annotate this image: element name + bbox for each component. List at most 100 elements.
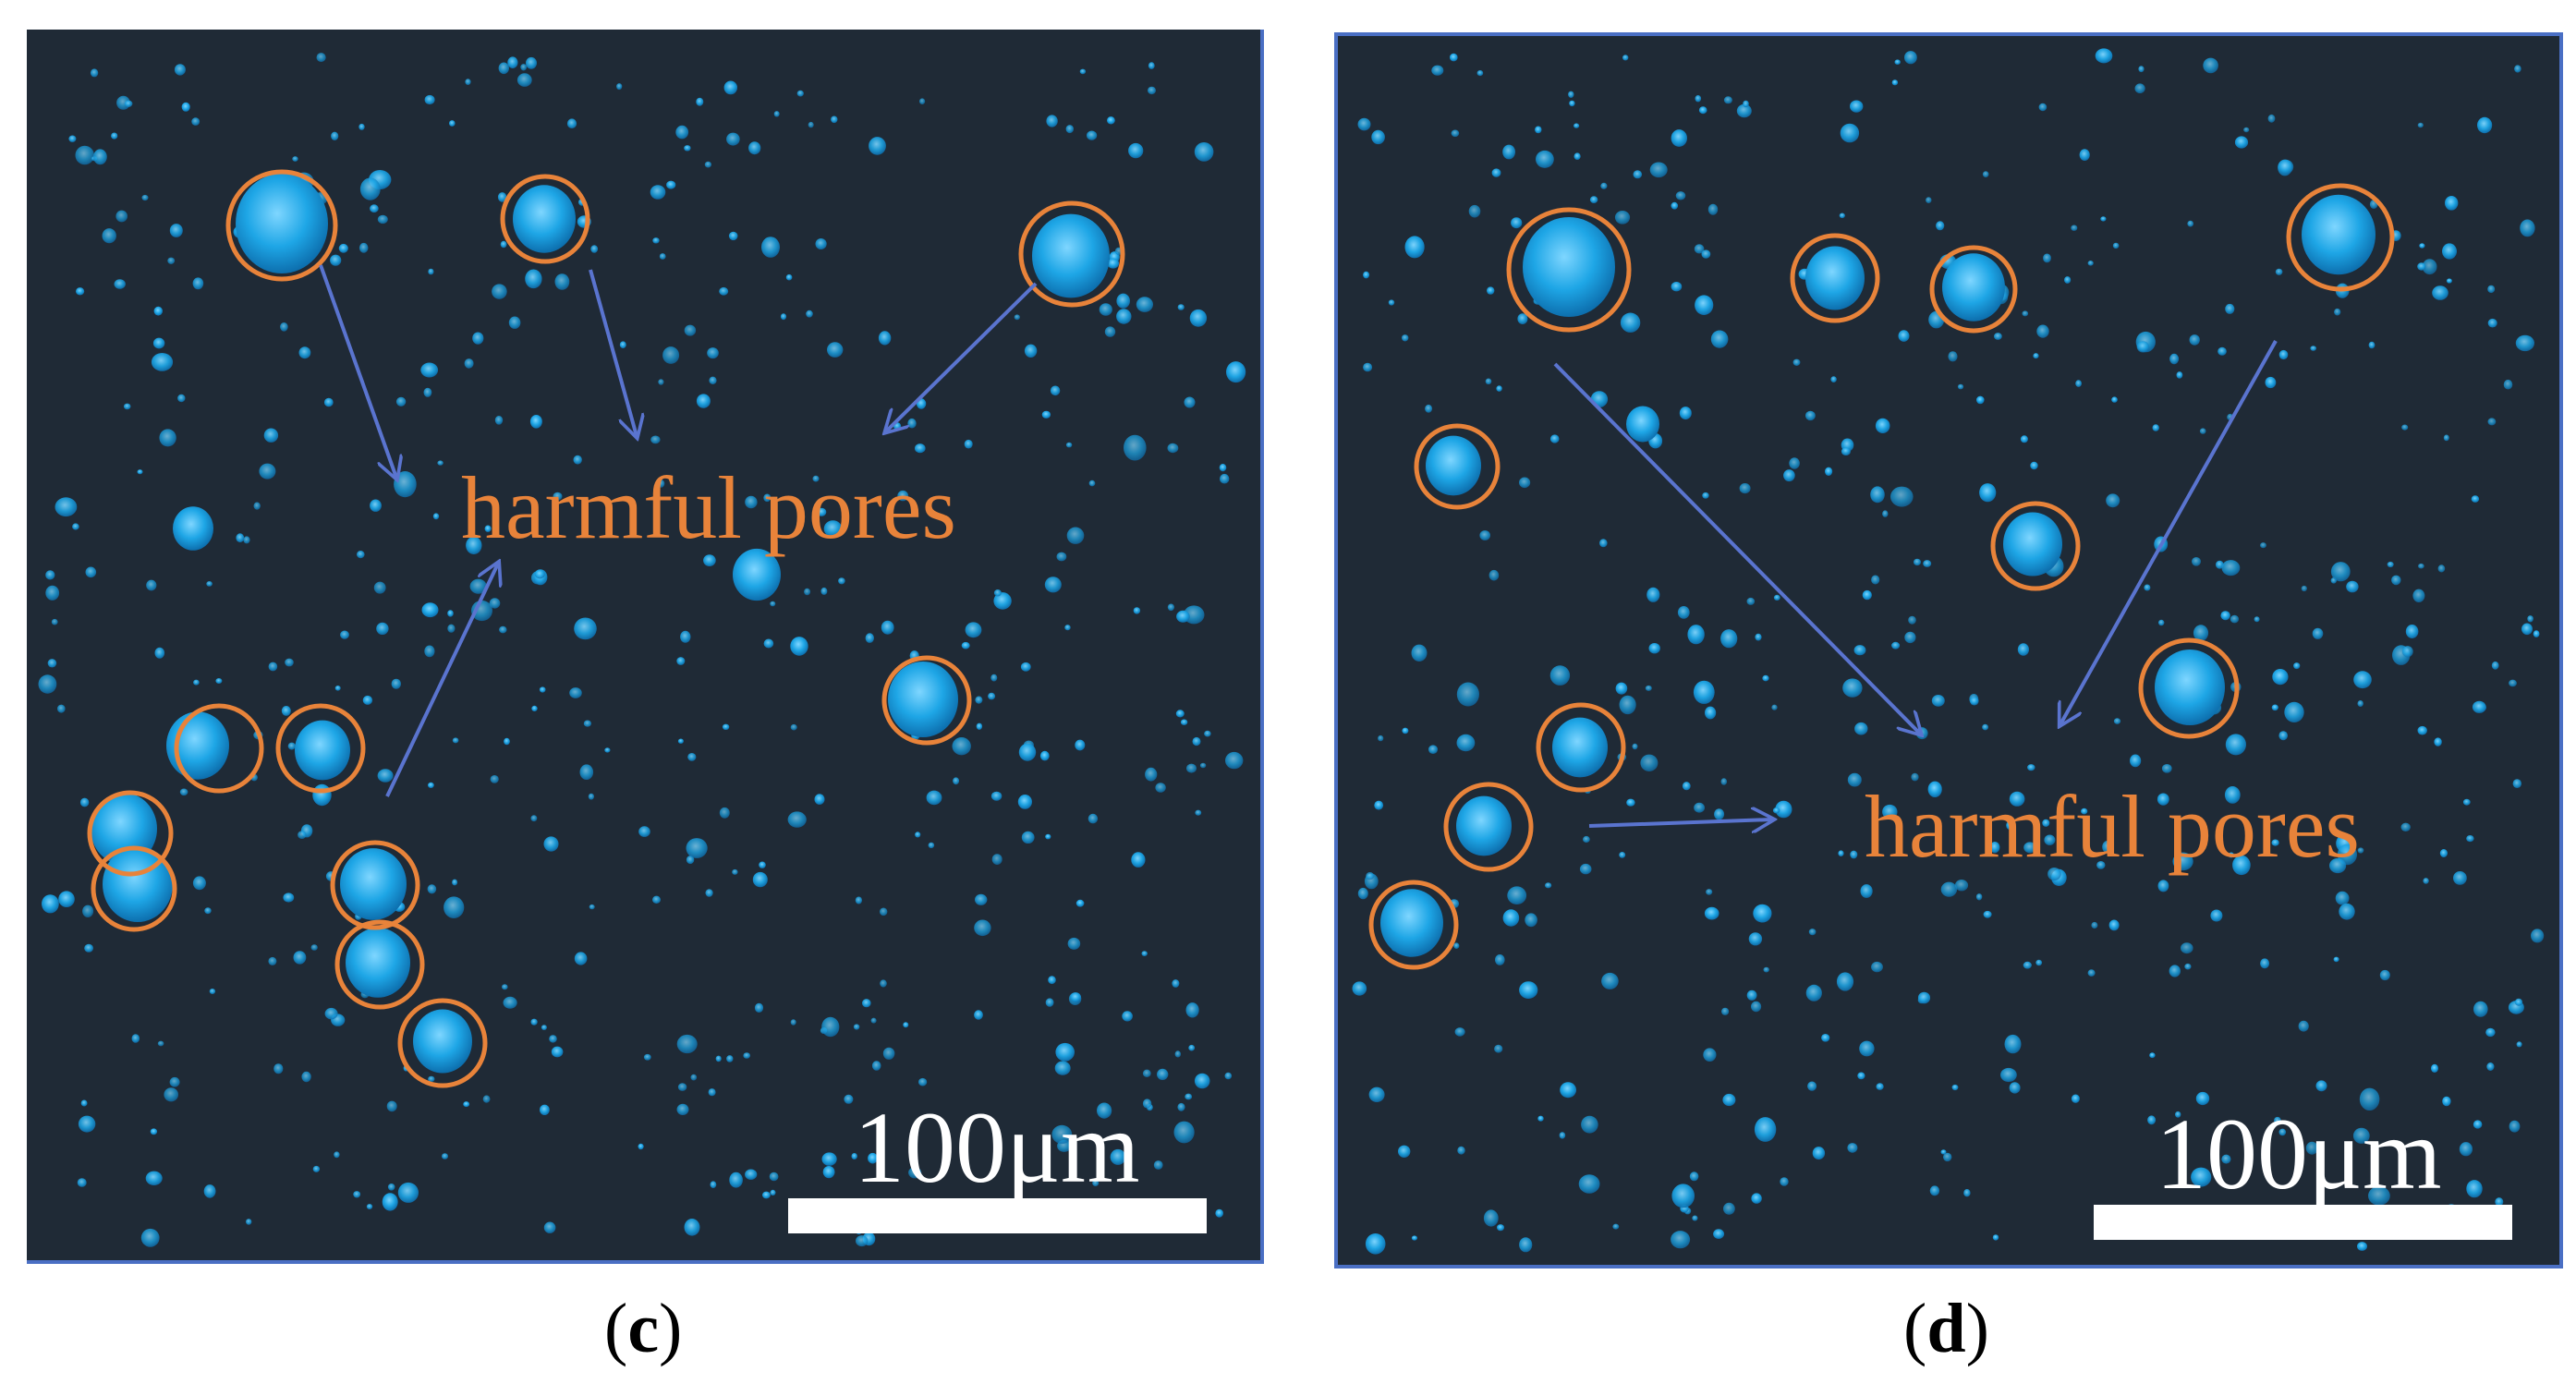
- pore-small: [719, 286, 729, 296]
- pore-small: [464, 358, 474, 369]
- pore-small: [589, 904, 595, 910]
- pore-small: [525, 269, 542, 289]
- pore-small: [715, 1055, 722, 1062]
- pore-small: [2521, 623, 2533, 636]
- pore-small: [2335, 891, 2350, 905]
- pore-small: [975, 893, 988, 905]
- pore-small: [1929, 1185, 1940, 1196]
- pore-small: [1649, 162, 1668, 178]
- pore-small: [1850, 850, 1858, 859]
- pore-small: [1671, 1231, 1691, 1249]
- pore-small: [1046, 115, 1058, 127]
- pore-small: [1088, 813, 1099, 824]
- pore-small: [137, 469, 143, 475]
- pore-small: [722, 723, 730, 730]
- pore-small: [298, 346, 311, 359]
- pore-small: [831, 115, 838, 124]
- pore-small: [1224, 1072, 1233, 1080]
- pore-small: [541, 1025, 547, 1030]
- pore-small: [1847, 772, 1862, 787]
- pore-small: [1857, 1072, 1865, 1080]
- pore-small: [1792, 358, 1801, 366]
- pore-small: [1366, 872, 1375, 880]
- pore-small: [2134, 83, 2145, 93]
- pore-small: [686, 856, 695, 865]
- annotation-arrow: [589, 269, 637, 436]
- pore-small: [696, 97, 704, 106]
- pore-small: [268, 662, 278, 672]
- harmful-pore-circle: [275, 703, 366, 794]
- pore-small: [193, 679, 200, 686]
- pore-small: [1714, 808, 1725, 820]
- pore-small: [991, 854, 1002, 865]
- pore-small: [676, 1034, 698, 1054]
- pore-small: [395, 396, 407, 407]
- pore-small: [2472, 700, 2486, 713]
- pore-small: [2301, 585, 2307, 592]
- pore-small: [1363, 362, 1373, 372]
- pore-small: [2312, 627, 2324, 639]
- pore-small: [723, 80, 737, 95]
- pore-small: [666, 180, 676, 189]
- pore-small: [428, 268, 434, 275]
- pore-small: [2379, 969, 2390, 981]
- pore-small: [1805, 410, 1816, 421]
- pore-small: [844, 1094, 854, 1104]
- pore-small: [449, 120, 456, 127]
- pore-small: [2512, 779, 2521, 788]
- pore-small: [2079, 149, 2090, 161]
- pore-small: [677, 738, 684, 744]
- pore-small: [676, 657, 686, 665]
- pore-small: [719, 807, 730, 819]
- pore-small: [2195, 1091, 2210, 1106]
- pore-small: [1483, 1209, 1499, 1227]
- pore-small: [588, 793, 595, 800]
- pore-small: [2400, 822, 2411, 832]
- pore-small: [1185, 1002, 1199, 1018]
- pore-small: [331, 131, 339, 140]
- pore-small: [1092, 1180, 1100, 1186]
- pore-small: [287, 742, 296, 750]
- pore-small: [2419, 243, 2425, 249]
- pore-small: [1695, 295, 1714, 316]
- harmful-pore-circle: [1790, 233, 1880, 323]
- pore-small: [1116, 293, 1130, 309]
- pore-small: [1104, 326, 1116, 337]
- pore-large: [2155, 649, 2225, 726]
- pore-small: [1468, 204, 1481, 218]
- pore-small: [1694, 802, 1705, 813]
- pore-small: [961, 641, 970, 649]
- pore-small: [114, 279, 126, 289]
- pore-small: [370, 204, 379, 213]
- harmful-pore-circle: [397, 998, 488, 1088]
- pore-large: [1426, 435, 1481, 496]
- pore-small: [2339, 903, 2355, 920]
- pore-large: [173, 506, 213, 551]
- pore-small: [1067, 937, 1081, 950]
- pore-small: [604, 747, 611, 753]
- pore-small: [990, 791, 1002, 801]
- pore-small: [1914, 558, 1921, 566]
- pore-small: [1507, 886, 1527, 904]
- pore-small: [1807, 1081, 1817, 1091]
- pore-small: [2503, 379, 2513, 390]
- pore-small: [1713, 1229, 1725, 1239]
- harmful-pore-circle: [2286, 183, 2395, 292]
- pore-small: [1388, 299, 1395, 306]
- pore-small: [2514, 65, 2521, 73]
- pore-small: [1041, 410, 1051, 419]
- pore-small: [1054, 1061, 1071, 1075]
- pore-large: [236, 174, 328, 273]
- pore-small: [2443, 434, 2449, 442]
- pore-small: [1825, 467, 1833, 476]
- pore-small: [1840, 123, 1860, 143]
- pore-small: [397, 1182, 419, 1203]
- pore-small: [1581, 1115, 1598, 1134]
- pore-small: [1839, 212, 1845, 219]
- pore-small: [499, 625, 507, 634]
- pore-small: [2225, 303, 2235, 314]
- pore-small: [1619, 695, 1636, 715]
- pore-small: [821, 1152, 837, 1166]
- pore-small: [466, 536, 482, 554]
- pore-small: [868, 1152, 878, 1164]
